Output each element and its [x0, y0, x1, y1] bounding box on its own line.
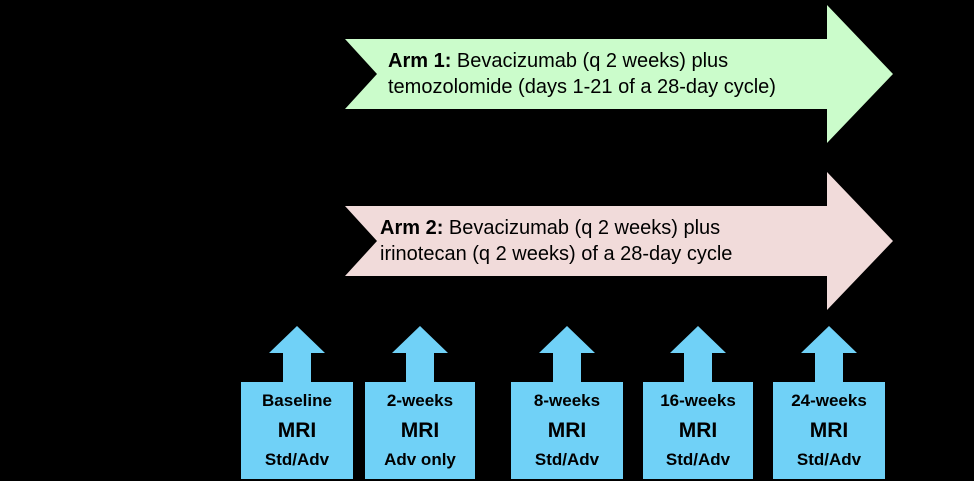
mri-box-baseline: Baseline MRI Std/Adv [241, 382, 353, 479]
up-arrow-icon-24weeks [801, 326, 857, 382]
arm2-label: Arm 2: Bevacizumab (q 2 weeks) plus irin… [380, 215, 732, 267]
protocol-label: Std/Adv [665, 450, 731, 469]
scan-label: MRI [678, 419, 718, 442]
arm1-name: Arm 1: [388, 50, 452, 72]
timepoint-label: 8-weeks [533, 391, 601, 410]
timepoint-label: 24-weeks [791, 391, 867, 410]
protocol-label: Adv only [384, 450, 456, 469]
scan-label: MRI [277, 419, 317, 442]
timepoint-label: 2-weeks [386, 391, 454, 410]
protocol-label: Std/Adv [796, 450, 862, 469]
arm2-line2: irinotecan (q 2 weeks) of a 28-day cycle [380, 243, 733, 265]
arm2-regimen: Bevacizumab (q 2 weeks) plus [443, 217, 721, 239]
up-arrow-icon-baseline [269, 326, 325, 382]
arm1-label: Arm 1: Bevacizumab (q 2 weeks) plus temo… [388, 48, 776, 100]
scan-label: MRI [809, 419, 849, 442]
up-arrow-icon-2weeks [392, 326, 448, 382]
mri-box-24weeks: 24-weeks MRI Std/Adv [773, 382, 885, 479]
mri-box-2weeks: 2-weeks MRI Adv only [365, 382, 475, 479]
arm2-name: Arm 2: [380, 217, 444, 239]
mri-box-8weeks: 8-weeks MRI Std/Adv [511, 382, 623, 479]
mri-box-16weeks: 16-weeks MRI Std/Adv [643, 382, 753, 479]
up-arrow-icon-8weeks [539, 326, 595, 382]
protocol-label: Std/Adv [534, 450, 600, 469]
protocol-label: Std/Adv [264, 450, 330, 469]
scan-label: MRI [547, 419, 587, 442]
arm1-line2: temozolomide (days 1-21 of a 28-day cycl… [388, 76, 776, 98]
timepoint-label: Baseline [262, 391, 332, 410]
scan-label: MRI [400, 419, 440, 442]
timepoint-label: 16-weeks [660, 391, 736, 410]
arm1-arrow: Arm 1: Bevacizumab (q 2 weeks) plus temo… [345, 5, 893, 143]
arm1-regimen: Bevacizumab (q 2 weeks) plus [451, 50, 729, 72]
up-arrow-icon-16weeks [670, 326, 726, 382]
arm2-line1: Arm 2: Bevacizumab (q 2 weeks) plus [380, 215, 732, 241]
arm2-arrow: Arm 2: Bevacizumab (q 2 weeks) plus irin… [345, 172, 893, 310]
arm1-line1: Arm 1: Bevacizumab (q 2 weeks) plus [388, 48, 776, 74]
